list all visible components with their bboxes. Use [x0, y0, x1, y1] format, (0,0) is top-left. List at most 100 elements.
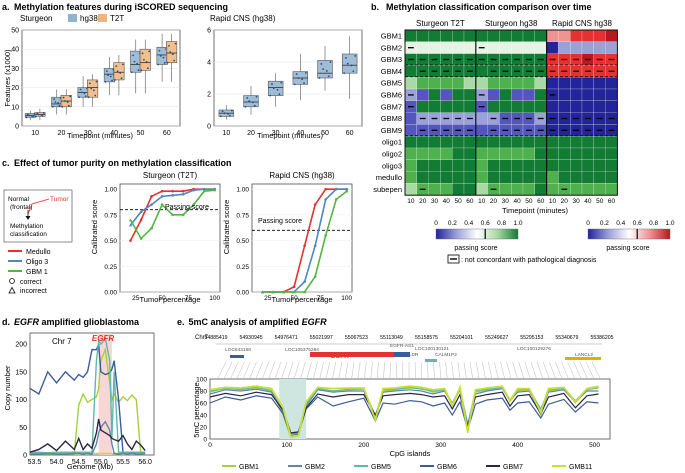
point-correct	[324, 234, 327, 237]
heatmap-cell	[475, 159, 488, 172]
heatmap-cell	[581, 159, 594, 172]
heatmap-cell	[404, 65, 417, 78]
y-tick-label: 60	[200, 401, 208, 408]
cpg-connector	[249, 361, 257, 379]
point-incorrect	[139, 210, 143, 213]
tumor-arrow-icon	[27, 198, 50, 215]
legend-label-hg38: hg38	[80, 14, 98, 23]
color-scale-tick: 0.4	[616, 220, 625, 227]
cn-line-gbm2	[30, 420, 146, 455]
point-correct	[292, 285, 296, 289]
point-correct	[334, 187, 338, 191]
box-point	[41, 115, 44, 117]
heatmap-cell	[511, 88, 524, 101]
heatmap-row-label: GBM6	[381, 90, 402, 99]
panel-c-left-passing: Passing score	[165, 204, 209, 211]
cpg-connector	[475, 361, 480, 379]
heatmap-cell	[452, 183, 465, 196]
heatmap-cell	[416, 100, 429, 113]
gene-label: LOC643168	[225, 347, 251, 353]
point-correct	[334, 198, 338, 201]
box-point	[168, 44, 170, 47]
cpg-connector	[500, 361, 505, 379]
heatmap-cell	[499, 171, 512, 184]
cpg-connector	[542, 361, 550, 379]
y-tick-label: 0.25	[236, 264, 249, 271]
x-tick-label: 40	[110, 130, 118, 137]
cpg-connector	[268, 361, 276, 379]
x-tick-label: 50	[158, 295, 166, 302]
x-tick-label: 100	[209, 295, 220, 302]
heatmap-cell	[605, 147, 618, 160]
heatmap-cell	[487, 88, 500, 101]
box-point	[322, 68, 325, 71]
point-correct	[171, 189, 174, 193]
x-tick-label: 60	[163, 130, 171, 137]
y-tick-label: 30	[11, 66, 19, 73]
box-point	[136, 62, 138, 65]
heatmap-cell	[428, 77, 441, 90]
box-point	[32, 116, 34, 118]
heatmap-cell	[593, 183, 606, 196]
heatmap-x-tick: 40	[584, 198, 592, 205]
x-tick-label: 500	[589, 442, 600, 449]
cpg-connector	[319, 361, 324, 379]
heatmap-cell	[522, 100, 535, 113]
panel-d-gene: EGFR	[92, 334, 114, 343]
panel-e-label: e. 5mC analysis of amplified EGFR	[177, 317, 327, 327]
discordant-note: : not concordant with pathological diagn…	[461, 257, 597, 264]
heatmap-cell	[546, 159, 559, 172]
heatmap-x-tick: 40	[443, 198, 451, 205]
box-point	[157, 63, 160, 66]
box-point	[251, 101, 254, 104]
box-hg38	[156, 46, 168, 65]
chart-e-5mc: 0 20 40 60 80 100 0 100 200 300 400 500	[196, 377, 611, 449]
heatmap-cell	[570, 77, 583, 90]
box-point	[84, 95, 87, 98]
genomic-coordinate: 55158575	[415, 335, 438, 341]
cpg-connector	[420, 361, 422, 379]
color-scale-bar	[435, 228, 519, 240]
x-tick-label: 25	[132, 295, 140, 302]
y-tick-label: 0	[203, 437, 207, 444]
box-point	[145, 60, 148, 63]
color-scale-tick: 0.4	[464, 220, 473, 227]
heatmap-cell	[522, 88, 535, 101]
point-correct	[181, 192, 185, 196]
panel-a-left-xlabel: Timepoint (minutes)	[67, 131, 133, 140]
box-point	[53, 98, 56, 101]
heatmap-cell	[593, 171, 606, 184]
x-tick-label: 25	[264, 295, 272, 302]
cn-line-gbm5	[30, 336, 146, 454]
panel-e-coordinates: 54885419 54930945 54976471 55021997 55067523…	[204, 335, 613, 341]
box-point	[90, 87, 93, 90]
box-hg38	[341, 53, 358, 74]
box-point	[166, 61, 169, 64]
chart-a-sturgeon: 0 10 20 30 40 50 10 20 30 40 50 60	[11, 28, 181, 137]
point-incorrect	[128, 218, 133, 222]
egfr-as1-gene-body	[394, 352, 410, 357]
plot-frame	[21, 29, 181, 127]
heatmap-cell	[440, 41, 453, 54]
box-point	[58, 104, 61, 107]
cpg-connector	[325, 361, 330, 379]
heatmap-cell	[546, 77, 559, 90]
y-tick-label: 4	[207, 60, 211, 67]
legend-oligo3: Oligo 3	[26, 259, 48, 266]
x-tick-label: 30	[84, 130, 92, 137]
heatmap-cell	[440, 100, 453, 113]
heatmap-cell	[581, 183, 594, 196]
heatmap-cell	[404, 159, 417, 172]
color-scale-tick: 0	[434, 220, 438, 227]
box-point	[107, 74, 110, 77]
heatmap-cell	[463, 29, 476, 42]
box-point	[109, 75, 112, 78]
x-tick-label: 10	[222, 130, 230, 137]
point-incorrect	[281, 290, 286, 294]
heatmap-cell	[452, 136, 465, 149]
heatmap-cell	[534, 29, 547, 42]
box-point	[318, 77, 321, 79]
heatmap-cell	[581, 100, 594, 113]
heatmap-cell	[499, 183, 512, 196]
heatmap-x-tick: 10	[549, 198, 557, 205]
